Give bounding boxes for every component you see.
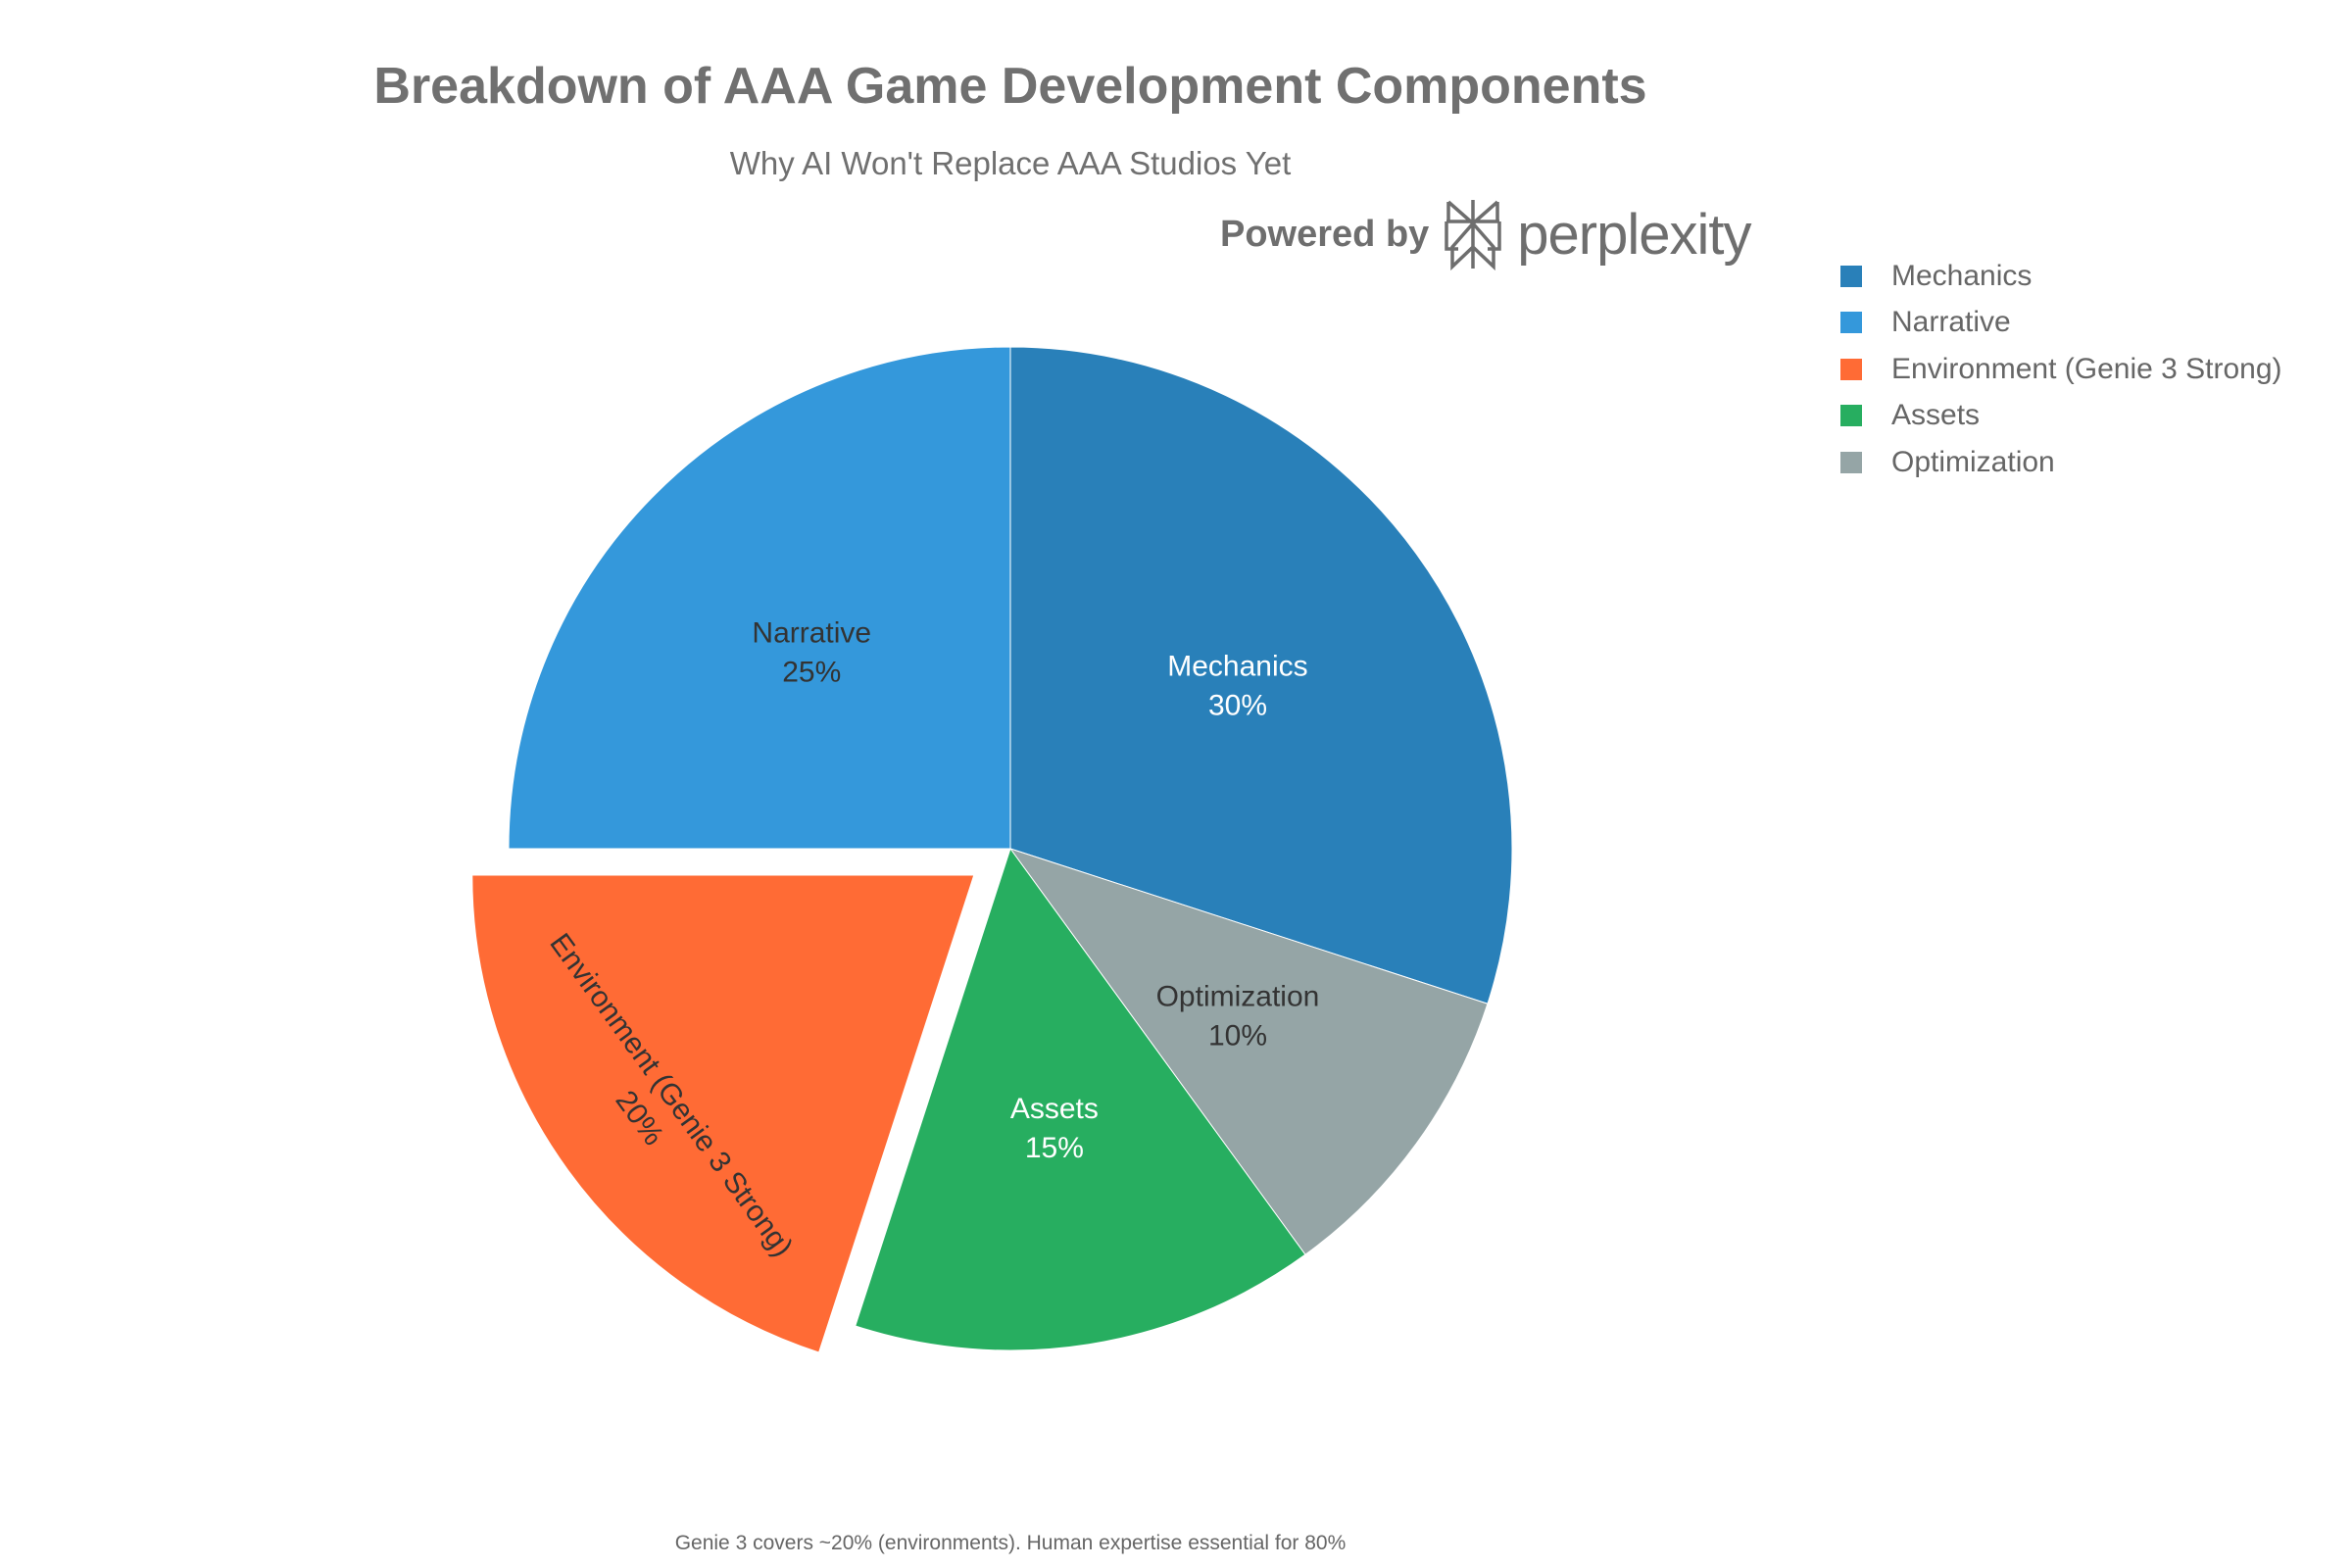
legend-item[interactable]: Optimization xyxy=(1840,439,2282,486)
legend-swatch xyxy=(1840,312,1862,334)
slice-label-percent: 10% xyxy=(1208,1020,1267,1053)
legend-swatch xyxy=(1840,358,1862,380)
legend-label: Narrative xyxy=(1891,306,2011,339)
slice-label-percent: 25% xyxy=(782,656,841,688)
slice-label: Optimization 10% xyxy=(1156,981,1320,1053)
perplexity-logo-icon xyxy=(1445,200,1502,270)
slice-label: Mechanics 30% xyxy=(1167,650,1307,721)
legend-label: Mechanics xyxy=(1891,259,2033,292)
powered-by-text: Powered by xyxy=(1220,213,1430,255)
pie-slice-environment[interactable] xyxy=(471,874,975,1353)
legend-item[interactable]: Environment (Genie 3 Strong) xyxy=(1840,346,2282,393)
pie-slice-optimization[interactable] xyxy=(1008,848,1489,1255)
slice-label-percent: 15% xyxy=(1025,1132,1084,1164)
slice-label-name: Assets xyxy=(1010,1093,1099,1125)
chart-title: Breakdown of AAA Game Development Compon… xyxy=(373,58,1647,115)
legend-label: Environment (Genie 3 Strong) xyxy=(1891,352,2282,385)
legend-item[interactable]: Mechanics xyxy=(1840,253,2282,300)
legend-swatch xyxy=(1840,405,1862,427)
brand-text: perplexity xyxy=(1517,202,1751,267)
chart-subtitle: Why AI Won't Replace AAA Studios Yet xyxy=(729,145,1292,181)
powered-by-logo: Powered by perplexity xyxy=(1220,198,1752,270)
legend-label: Assets xyxy=(1891,399,1981,432)
pie-slice-mechanics[interactable] xyxy=(1009,346,1513,1004)
slice-label-name: Mechanics xyxy=(1167,650,1307,682)
legend-label: Optimization xyxy=(1891,445,2055,478)
footnote: Genie 3 covers ~20% (environments). Huma… xyxy=(674,1532,1347,1554)
pie-slice-assets[interactable] xyxy=(855,847,1306,1351)
slice-label-percent: 30% xyxy=(1208,689,1267,721)
legend-swatch xyxy=(1840,265,1862,287)
slice-label-name: Optimization xyxy=(1156,981,1320,1013)
slice-label-name: Narrative xyxy=(752,616,871,649)
legend: Mechanics Narrative Environment (Genie 3 S… xyxy=(1840,253,2282,486)
legend-item[interactable]: Narrative xyxy=(1840,300,2282,347)
slice-label: Narrative 25% xyxy=(752,616,871,688)
slice-label: Assets 15% xyxy=(1010,1093,1099,1164)
pie-slice-narrative[interactable] xyxy=(508,346,1011,850)
legend-swatch xyxy=(1840,451,1862,473)
legend-item[interactable]: Assets xyxy=(1840,393,2282,440)
